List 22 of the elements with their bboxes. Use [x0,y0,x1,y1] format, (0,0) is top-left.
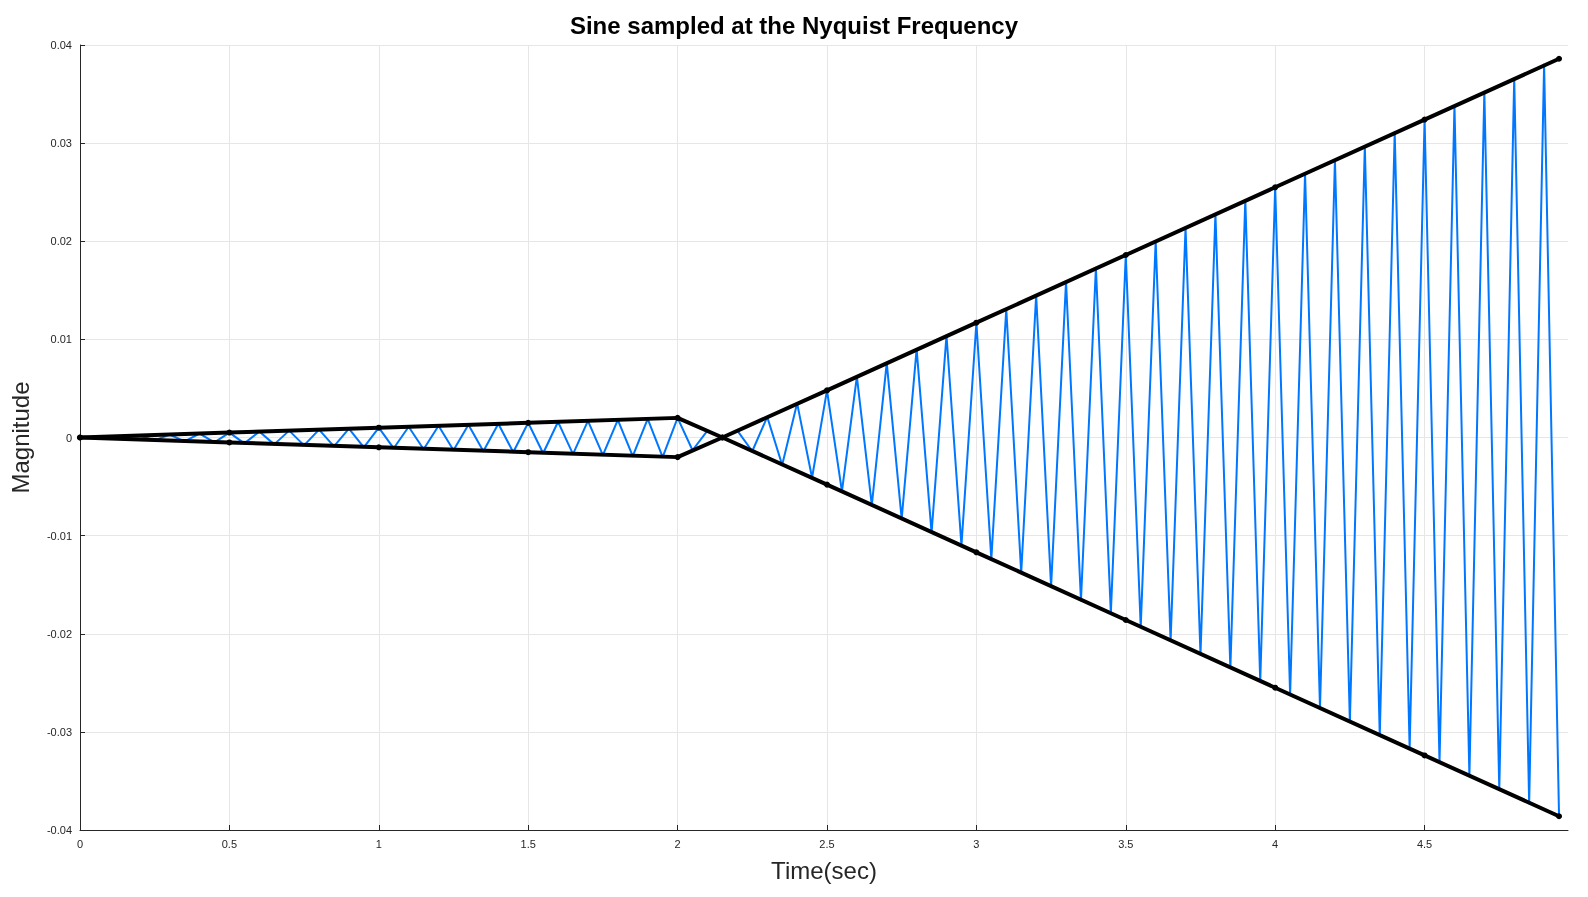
x-tick-label: 2 [674,837,681,850]
x-tick-label: 4.5 [1416,837,1433,850]
x-axis-title: Time(sec) [771,856,877,884]
chart-title: Sine sampled at the Nyquist Frequency [569,11,1019,39]
y-tick-label: -0.04 [46,824,72,836]
x-tick-label: 1.5 [520,837,536,850]
y-axis-title: Magnitude [6,381,34,494]
x-tick-label: 0 [76,837,84,850]
y-tick-label: -0.02 [46,627,72,640]
y-tick-label: 0 [65,431,72,444]
y-tick-label: 0.03 [50,137,72,150]
x-tick-label: 1 [375,837,382,850]
x-tick-label: 3.5 [1118,837,1134,850]
x-tick-label: 4 [1272,837,1279,850]
y-tick-label: -0.01 [46,529,72,542]
y-tick-label: -0.03 [46,725,72,738]
x-tick-label: 0.5 [221,837,238,850]
x-tick-label: 2.5 [819,837,835,850]
x-tick-label: 3 [973,837,980,850]
y-tick-label: 0.02 [50,235,72,248]
y-tick-label: 0.04 [50,39,72,51]
y-tick-label: 0.01 [50,333,72,346]
